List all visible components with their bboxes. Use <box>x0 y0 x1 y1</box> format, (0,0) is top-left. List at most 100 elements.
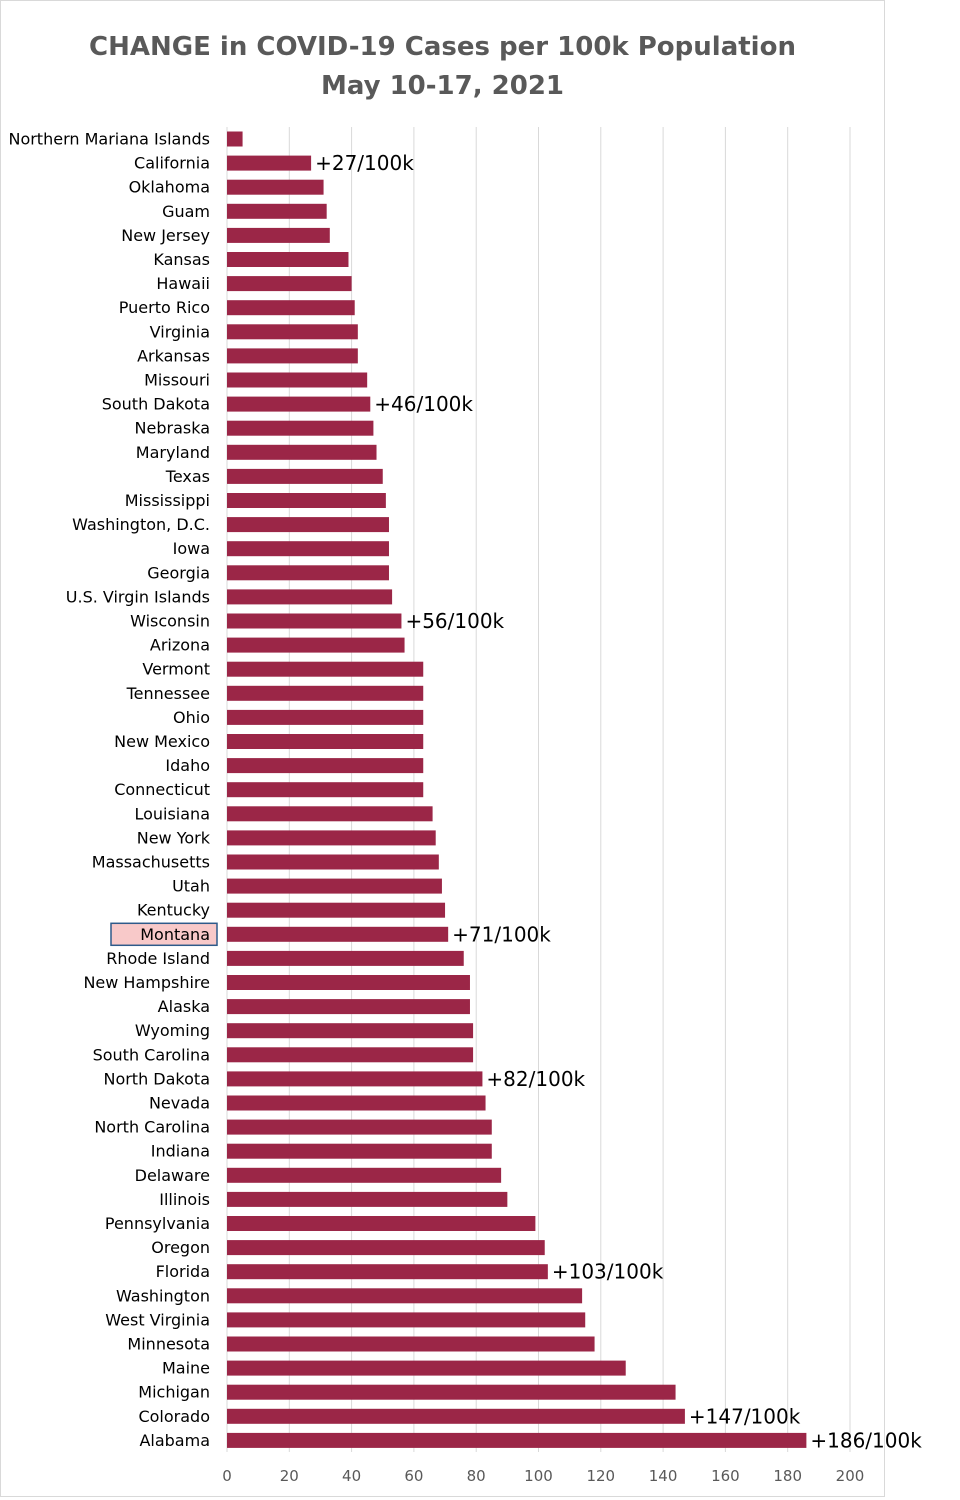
category-label: South Dakota <box>102 395 210 414</box>
bar <box>227 179 324 195</box>
bar <box>227 830 436 846</box>
bar <box>227 950 464 966</box>
bar <box>227 541 389 557</box>
bar <box>227 1023 474 1039</box>
category-label: West Virginia <box>105 1310 210 1329</box>
x-tick-label: 140 <box>649 1467 678 1485</box>
bar <box>227 300 355 316</box>
category-label: North Dakota <box>103 1069 210 1088</box>
bar <box>227 975 470 990</box>
bar <box>227 1408 685 1424</box>
bar <box>227 1191 508 1207</box>
category-label: Connecticut <box>114 780 210 799</box>
bar <box>227 1167 502 1183</box>
bar <box>227 999 470 1015</box>
bar <box>227 926 449 942</box>
bar <box>227 1360 626 1376</box>
category-label: Illinois <box>159 1190 210 1209</box>
category-label: Missouri <box>144 371 210 390</box>
bar <box>227 517 389 533</box>
bar <box>227 734 424 749</box>
category-label: California <box>134 154 210 173</box>
category-label: U.S. Virgin Islands <box>66 587 210 606</box>
bar <box>227 1288 583 1304</box>
x-tick-label: 200 <box>836 1467 865 1485</box>
chart-title-block: CHANGE in COVID-19 Cases per 100k Popula… <box>0 28 885 106</box>
category-label: Washington, D.C. <box>72 515 210 534</box>
category-label: New Hampshire <box>83 973 210 992</box>
data-label: +27/100k <box>315 151 414 175</box>
bar <box>227 252 349 267</box>
category-label: Arizona <box>150 636 210 655</box>
bar <box>227 1047 474 1063</box>
bar <box>227 685 424 701</box>
bar <box>227 565 389 581</box>
category-label: Rhode Island <box>106 949 210 968</box>
x-tick-label: 100 <box>524 1467 553 1485</box>
bar <box>227 637 405 653</box>
data-label: +186/100k <box>810 1428 922 1452</box>
category-label: Kansas <box>153 250 210 269</box>
bar <box>227 348 358 364</box>
category-label: Nevada <box>149 1094 210 1113</box>
data-label: +46/100k <box>374 392 473 416</box>
category-label: Kentucky <box>137 901 210 920</box>
category-label: Minnesota <box>127 1335 210 1354</box>
category-label: Virginia <box>150 322 210 341</box>
bar <box>227 1119 492 1135</box>
category-label: Vermont <box>142 660 210 679</box>
category-label: Alaska <box>158 997 210 1016</box>
category-label: Montana <box>140 925 210 944</box>
category-label: Colorado <box>138 1407 210 1426</box>
bar <box>227 372 368 388</box>
category-label: Texas <box>165 467 210 486</box>
category-label: Alabama <box>139 1431 210 1450</box>
category-label: Indiana <box>151 1142 210 1161</box>
bar <box>227 1312 586 1328</box>
bar <box>227 661 424 677</box>
highlight-box <box>110 922 218 947</box>
bar <box>227 155 312 171</box>
bar <box>227 613 402 629</box>
bar <box>227 758 424 774</box>
bar <box>227 468 383 484</box>
category-label: North Carolina <box>94 1118 210 1137</box>
bar <box>227 1095 486 1111</box>
category-label: Wisconsin <box>130 612 210 631</box>
category-label: Guam <box>162 202 210 221</box>
bar <box>227 1432 807 1448</box>
x-tick-label: 80 <box>467 1467 486 1485</box>
bar <box>227 444 377 460</box>
data-label: +103/100k <box>552 1260 664 1284</box>
bar <box>227 806 433 822</box>
category-label: Utah <box>172 877 210 896</box>
bar <box>227 131 243 147</box>
category-label: Louisiana <box>134 804 210 823</box>
bar <box>227 1336 595 1352</box>
category-label: Michigan <box>138 1383 210 1402</box>
x-tick-label: 160 <box>711 1467 740 1485</box>
bar <box>227 589 393 605</box>
bar <box>227 1240 545 1256</box>
category-label: New Jersey <box>121 226 210 245</box>
bar <box>227 902 446 918</box>
category-label: Idaho <box>165 756 210 775</box>
category-label: Mississippi <box>125 491 210 510</box>
data-label: +147/100k <box>689 1404 801 1428</box>
category-label: Arkansas <box>137 346 210 365</box>
category-label: Wyoming <box>135 1021 210 1040</box>
category-label: Florida <box>156 1262 210 1281</box>
bar <box>227 493 386 508</box>
bar <box>227 420 374 436</box>
category-label: Iowa <box>173 539 210 558</box>
bar <box>227 203 327 219</box>
category-label: Oklahoma <box>129 178 210 197</box>
category-label: Massachusetts <box>92 853 210 872</box>
bar <box>227 1143 492 1159</box>
category-label: Tennessee <box>126 684 210 703</box>
category-label: Ohio <box>173 708 210 727</box>
category-label: Georgia <box>147 563 210 582</box>
category-label: Maine <box>162 1359 210 1378</box>
bar <box>227 854 439 870</box>
bar <box>227 709 424 725</box>
